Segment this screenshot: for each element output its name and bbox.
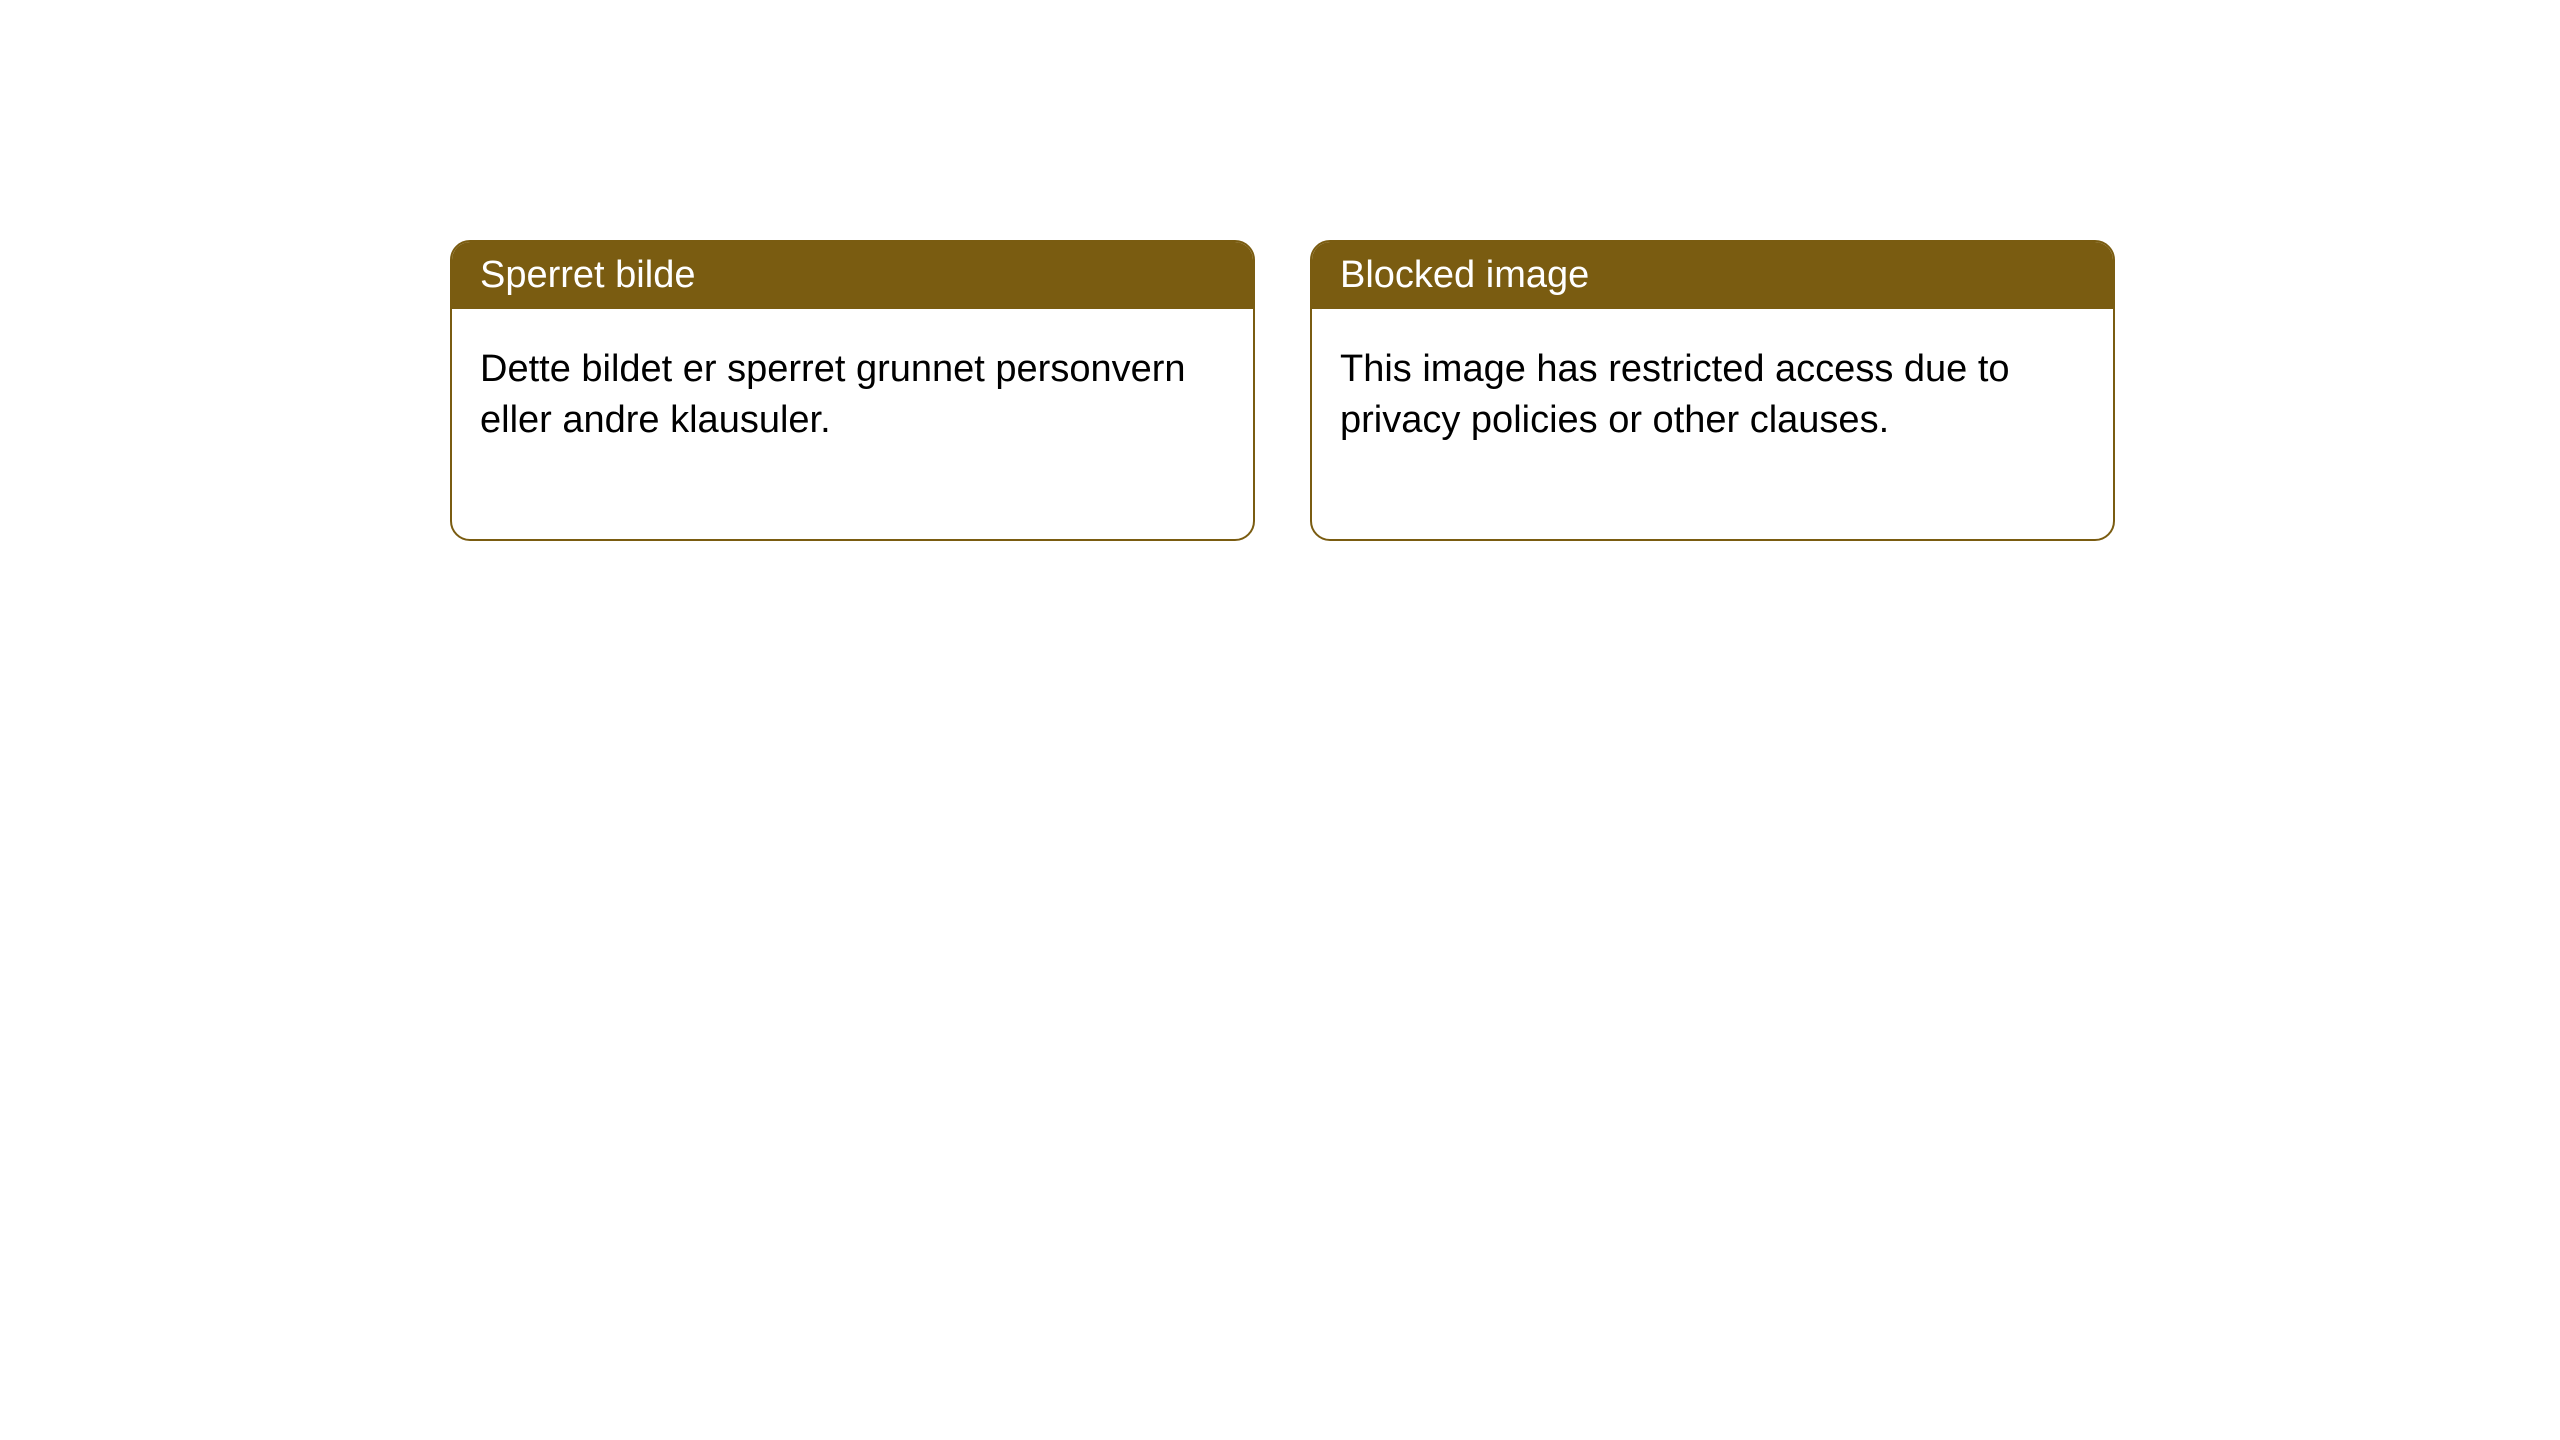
notice-card-norwegian: Sperret bilde Dette bildet er sperret gr… [450, 240, 1255, 541]
notice-body: Dette bildet er sperret grunnet personve… [452, 309, 1253, 539]
notice-body: This image has restricted access due to … [1312, 309, 2113, 539]
notice-title-text: Blocked image [1340, 254, 1589, 296]
notice-container: Sperret bilde Dette bildet er sperret gr… [450, 240, 2115, 541]
notice-header: Sperret bilde [452, 242, 1253, 309]
notice-body-text: This image has restricted access due to … [1340, 348, 2010, 441]
notice-body-text: Dette bildet er sperret grunnet personve… [480, 348, 1186, 441]
notice-card-english: Blocked image This image has restricted … [1310, 240, 2115, 541]
notice-header: Blocked image [1312, 242, 2113, 309]
notice-title-text: Sperret bilde [480, 254, 695, 296]
